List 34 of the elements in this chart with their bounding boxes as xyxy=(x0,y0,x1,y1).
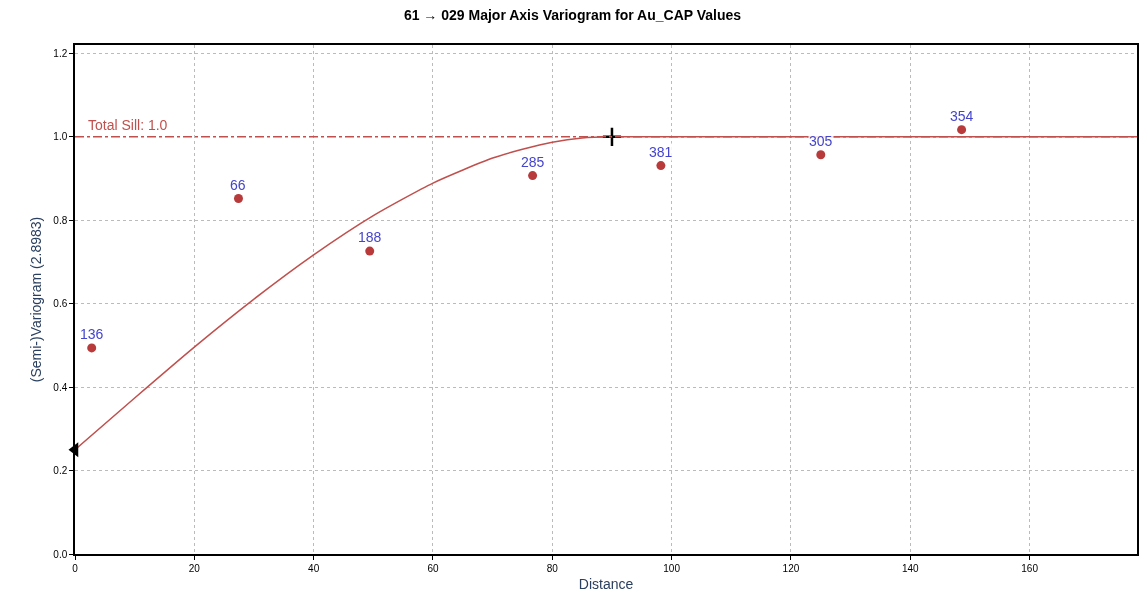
x-tick-label: 20 xyxy=(188,562,201,574)
point xyxy=(365,246,375,256)
point xyxy=(656,161,666,171)
ref-line-label: Total Sill: 1.0 xyxy=(88,117,168,133)
x-tick-label: 0 xyxy=(72,562,79,574)
annotation: 188 xyxy=(358,229,382,245)
x-axis-title: Distance xyxy=(578,575,634,592)
x-tick-label: 120 xyxy=(782,562,800,574)
y-axis-title: (Semi-)Variogram (2.8983) xyxy=(28,216,45,383)
annotation: 381 xyxy=(649,144,673,160)
annotation: 136 xyxy=(80,326,104,342)
annotation: 66 xyxy=(230,177,246,193)
y-tick-label: 0.8 xyxy=(53,214,68,226)
x-tick-label: 100 xyxy=(663,562,681,574)
point xyxy=(87,343,97,353)
y-tick-label: 0.6 xyxy=(53,298,68,310)
point xyxy=(816,150,826,160)
y-tick-label: 0.4 xyxy=(53,381,68,393)
x-tick-label: 60 xyxy=(427,562,439,574)
annotation: 285 xyxy=(521,154,545,170)
point xyxy=(233,194,243,204)
x-tick-label: 80 xyxy=(546,562,559,574)
y-tick-label: 1.2 xyxy=(53,47,68,59)
y-tick-label: 1.0 xyxy=(53,131,68,143)
x-tick-label: 40 xyxy=(308,562,320,574)
annotation: 354 xyxy=(950,108,974,124)
annotation: 305 xyxy=(809,133,833,149)
x-tick-label: 160 xyxy=(1021,562,1039,574)
point xyxy=(528,171,538,181)
point xyxy=(957,125,967,135)
chart-title: 61 → 029 Major Axis Variogram for Au_CAP Values xyxy=(403,7,742,24)
y-tick-label: 0.0 xyxy=(53,548,68,560)
y-tick-label: 0.2 xyxy=(53,465,68,477)
x-tick-label: 140 xyxy=(901,562,920,574)
